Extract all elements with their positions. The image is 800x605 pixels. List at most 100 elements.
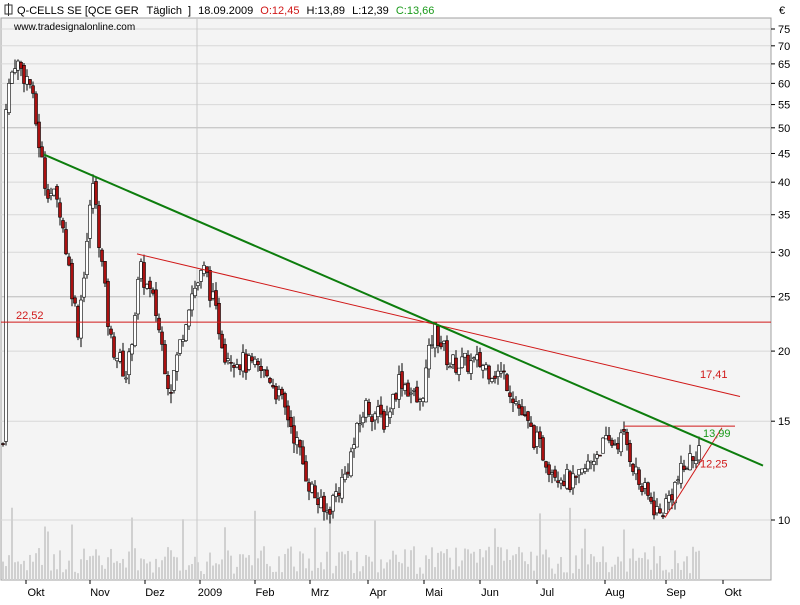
candle-body bbox=[172, 370, 176, 391]
volume-bar bbox=[236, 566, 238, 580]
candle-body bbox=[367, 402, 371, 415]
candle-body bbox=[391, 394, 395, 410]
volume-bar bbox=[95, 549, 97, 580]
candle-body bbox=[268, 378, 272, 383]
candle-body bbox=[130, 344, 134, 355]
candle-body bbox=[565, 469, 569, 489]
volume-bar bbox=[599, 561, 601, 580]
annotation-label: 12,25 bbox=[700, 459, 728, 471]
candle-body bbox=[586, 460, 590, 470]
candle-body bbox=[607, 435, 611, 441]
volume-bar bbox=[185, 569, 187, 580]
candle-body bbox=[415, 386, 419, 403]
candle-body bbox=[604, 435, 608, 440]
y-tick-label: 15 bbox=[778, 416, 790, 428]
volume-bar bbox=[494, 528, 496, 580]
volume-bar bbox=[131, 517, 133, 580]
volume-bar bbox=[593, 556, 595, 580]
volume-bar bbox=[683, 561, 685, 580]
volume-bar bbox=[182, 519, 184, 580]
volume-bar bbox=[8, 555, 10, 580]
volume-bar bbox=[179, 570, 181, 580]
candle-body bbox=[325, 510, 329, 513]
volume-bar bbox=[209, 552, 211, 580]
volume-bar bbox=[143, 559, 145, 580]
candle-body bbox=[106, 281, 110, 327]
volume-bar bbox=[53, 554, 55, 580]
candle-body bbox=[82, 277, 86, 298]
candle-body bbox=[424, 367, 428, 403]
candle-body bbox=[622, 428, 626, 432]
volume-bar bbox=[437, 552, 439, 580]
volume-bar bbox=[542, 554, 544, 580]
volume-bar bbox=[476, 562, 478, 580]
y-tick-label: 30 bbox=[778, 247, 790, 259]
candle-body bbox=[235, 364, 239, 368]
close-value: C:13,66 bbox=[396, 5, 435, 17]
candle-body bbox=[580, 468, 584, 474]
volume-bar bbox=[458, 566, 460, 580]
x-tick-label: Sep bbox=[666, 587, 686, 599]
volume-bar bbox=[65, 569, 67, 580]
volume-bar bbox=[368, 556, 370, 580]
candle-body bbox=[352, 444, 356, 449]
volume-bar bbox=[197, 562, 199, 580]
volume-bar bbox=[89, 556, 91, 580]
y-tick-label: 35 bbox=[778, 210, 790, 222]
candle-body bbox=[691, 456, 695, 461]
candle-body bbox=[271, 385, 275, 388]
volume-bar bbox=[443, 553, 445, 580]
candle-body bbox=[457, 367, 461, 375]
volume-bar bbox=[485, 550, 487, 580]
volume-bar bbox=[125, 567, 127, 580]
candle-body bbox=[496, 370, 500, 377]
candle-body bbox=[40, 146, 44, 158]
volume-bar bbox=[152, 572, 154, 580]
candle-body bbox=[148, 280, 152, 289]
candle-body bbox=[568, 471, 572, 490]
volume-bar bbox=[134, 548, 136, 580]
volume-bar bbox=[311, 570, 313, 580]
volume-bar bbox=[647, 559, 649, 580]
candle-body bbox=[4, 109, 8, 442]
volume-bar bbox=[686, 556, 688, 580]
volume-bar bbox=[623, 529, 625, 580]
candle-body bbox=[199, 270, 203, 282]
volume-bar bbox=[35, 553, 37, 580]
candle-body bbox=[217, 302, 221, 335]
volume-bar bbox=[254, 510, 256, 580]
volume-bar bbox=[410, 550, 412, 580]
volume-bar bbox=[587, 564, 589, 580]
volume-bar bbox=[653, 546, 655, 580]
candle-body bbox=[85, 241, 89, 275]
candle-body bbox=[319, 496, 323, 509]
y-tick-label: 70 bbox=[778, 41, 790, 53]
candle-body bbox=[301, 446, 305, 465]
volume-bar bbox=[170, 550, 172, 580]
volume-bar bbox=[317, 567, 319, 580]
candle-body bbox=[226, 358, 230, 361]
volume-bar bbox=[29, 554, 31, 580]
candle-body bbox=[178, 339, 182, 354]
volume-bar bbox=[101, 565, 103, 580]
candle-body bbox=[94, 181, 98, 205]
volume-bar bbox=[698, 550, 700, 580]
candle-body bbox=[280, 388, 284, 395]
volume-bar bbox=[359, 571, 361, 580]
volume-bar bbox=[563, 572, 565, 580]
volume-bar bbox=[392, 550, 394, 580]
candle-body bbox=[628, 443, 632, 463]
y-tick-label: 20 bbox=[778, 346, 790, 358]
volume-bar bbox=[560, 557, 562, 580]
candle-body bbox=[121, 350, 125, 377]
candle-body bbox=[247, 355, 251, 370]
volume-bar bbox=[629, 558, 631, 580]
candle-body bbox=[583, 468, 587, 472]
volume-bar bbox=[26, 570, 28, 580]
candle-body bbox=[430, 344, 434, 346]
volume-bar bbox=[374, 520, 376, 580]
chart-header: Q-CELLS SE [QCE GER Täglich ] 18.09.2009… bbox=[4, 3, 785, 33]
candle-body bbox=[1, 443, 5, 445]
period-label: Täglich bbox=[147, 5, 182, 17]
volume-bar bbox=[80, 559, 82, 580]
